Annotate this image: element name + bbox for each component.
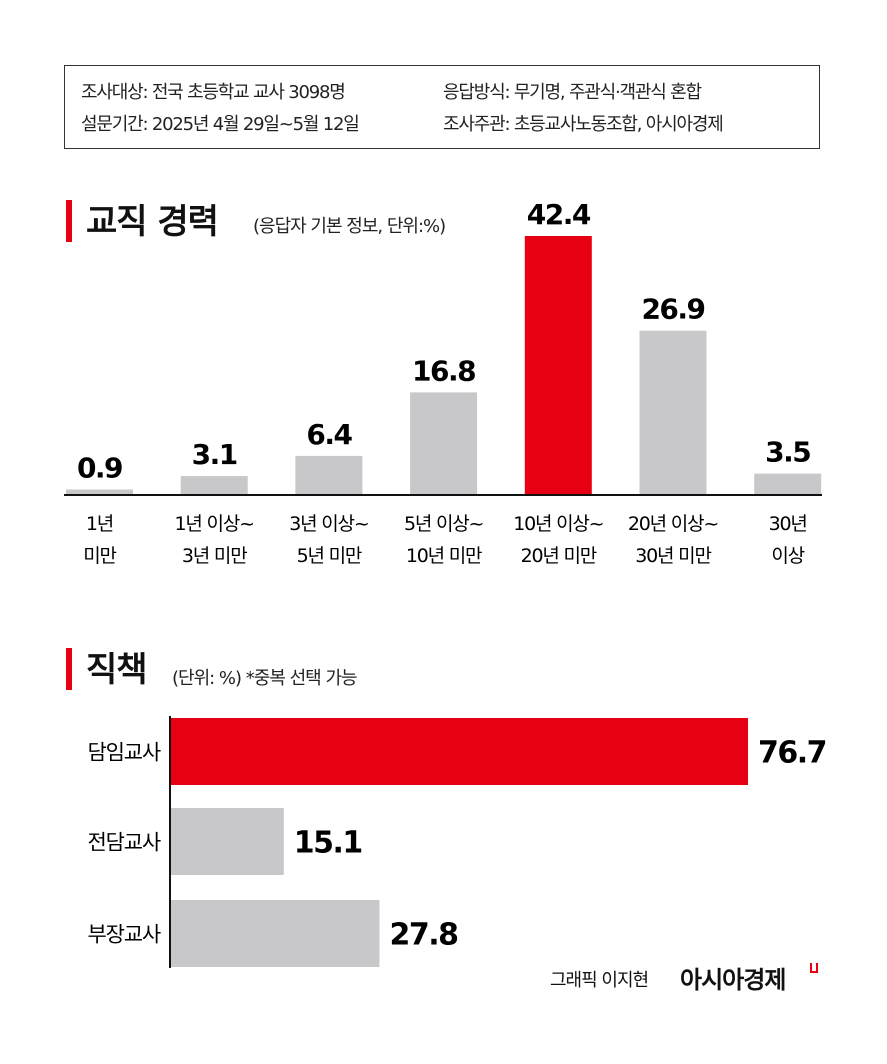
bar <box>170 718 748 785</box>
survey-organizer: 조사주관: 초등교사노동조합, 아시아경제 <box>443 114 724 135</box>
category-label: 5년 미만 <box>297 545 362 567</box>
bar <box>170 900 380 967</box>
data-label: 0.9 <box>77 452 122 485</box>
bar <box>295 455 363 495</box>
position-chart: 76.7 담임교사 15.1 전담교사 27.8 부장교사 <box>88 716 828 968</box>
data-label: 27.8 <box>389 918 458 953</box>
category-label: 3년 이상~ <box>289 513 368 535</box>
chart2-title: 직책 <box>86 650 148 690</box>
data-label: 15.1 <box>294 826 362 861</box>
category-label: 담임교사 <box>88 741 161 765</box>
category-label: 전담교사 <box>88 831 161 855</box>
survey-method: 응답방식: 무기명, 주관식·객관식 혼합 <box>443 82 702 103</box>
data-label: 42.4 <box>527 198 591 231</box>
category-label: 미만 <box>83 545 116 567</box>
category-label: 1년 <box>86 513 113 535</box>
category-label: 5년 이상~ <box>404 513 483 535</box>
category-label: 1년 이상~ <box>175 513 254 535</box>
bar <box>410 392 478 495</box>
category-label: 20년 이상~ <box>628 513 718 535</box>
category-label: 20년 미만 <box>521 545 597 567</box>
data-label: 6.4 <box>306 418 352 451</box>
logo-mark-icon <box>810 963 818 973</box>
section-marker <box>66 648 72 690</box>
data-label: 16.8 <box>412 354 475 387</box>
bar <box>170 808 284 875</box>
data-label: 26.9 <box>641 293 704 326</box>
chart1-subtitle: (응답자 기본 정보, 단위:%) <box>253 216 446 237</box>
bar <box>754 473 822 495</box>
category-label: 30년 <box>769 513 807 535</box>
chart1-title: 교직 경력 <box>86 202 219 242</box>
data-label: 76.7 <box>758 736 826 771</box>
survey-target: 조사대상: 전국 초등학교 교사 3098명 <box>81 82 346 103</box>
category-label: 10년 미만 <box>406 545 482 567</box>
bar <box>180 476 248 495</box>
category-label: 30년 미만 <box>635 545 711 567</box>
category-label: 3년 미만 <box>182 545 247 567</box>
category-label: 이상 <box>771 545 804 567</box>
bar <box>66 489 133 495</box>
bar <box>524 236 592 495</box>
section-marker <box>66 200 72 242</box>
publisher-logo: 아시아경제 <box>680 966 786 994</box>
data-label: 3.5 <box>765 436 810 469</box>
graphic-credit: 그래픽 이지현 <box>550 970 649 991</box>
category-label: 부장교사 <box>88 923 161 947</box>
data-label: 3.1 <box>192 438 237 471</box>
survey-period: 설문기간: 2025년 4월 29일~5월 12일 <box>81 114 360 135</box>
category-label: 10년 이상~ <box>513 513 603 535</box>
chart2-subtitle: (단위: %) *중복 선택 가능 <box>172 668 358 689</box>
survey-info-box: 조사대상: 전국 초등학교 교사 3098명 설문기간: 2025년 4월 29… <box>64 65 820 149</box>
bar <box>639 330 707 495</box>
